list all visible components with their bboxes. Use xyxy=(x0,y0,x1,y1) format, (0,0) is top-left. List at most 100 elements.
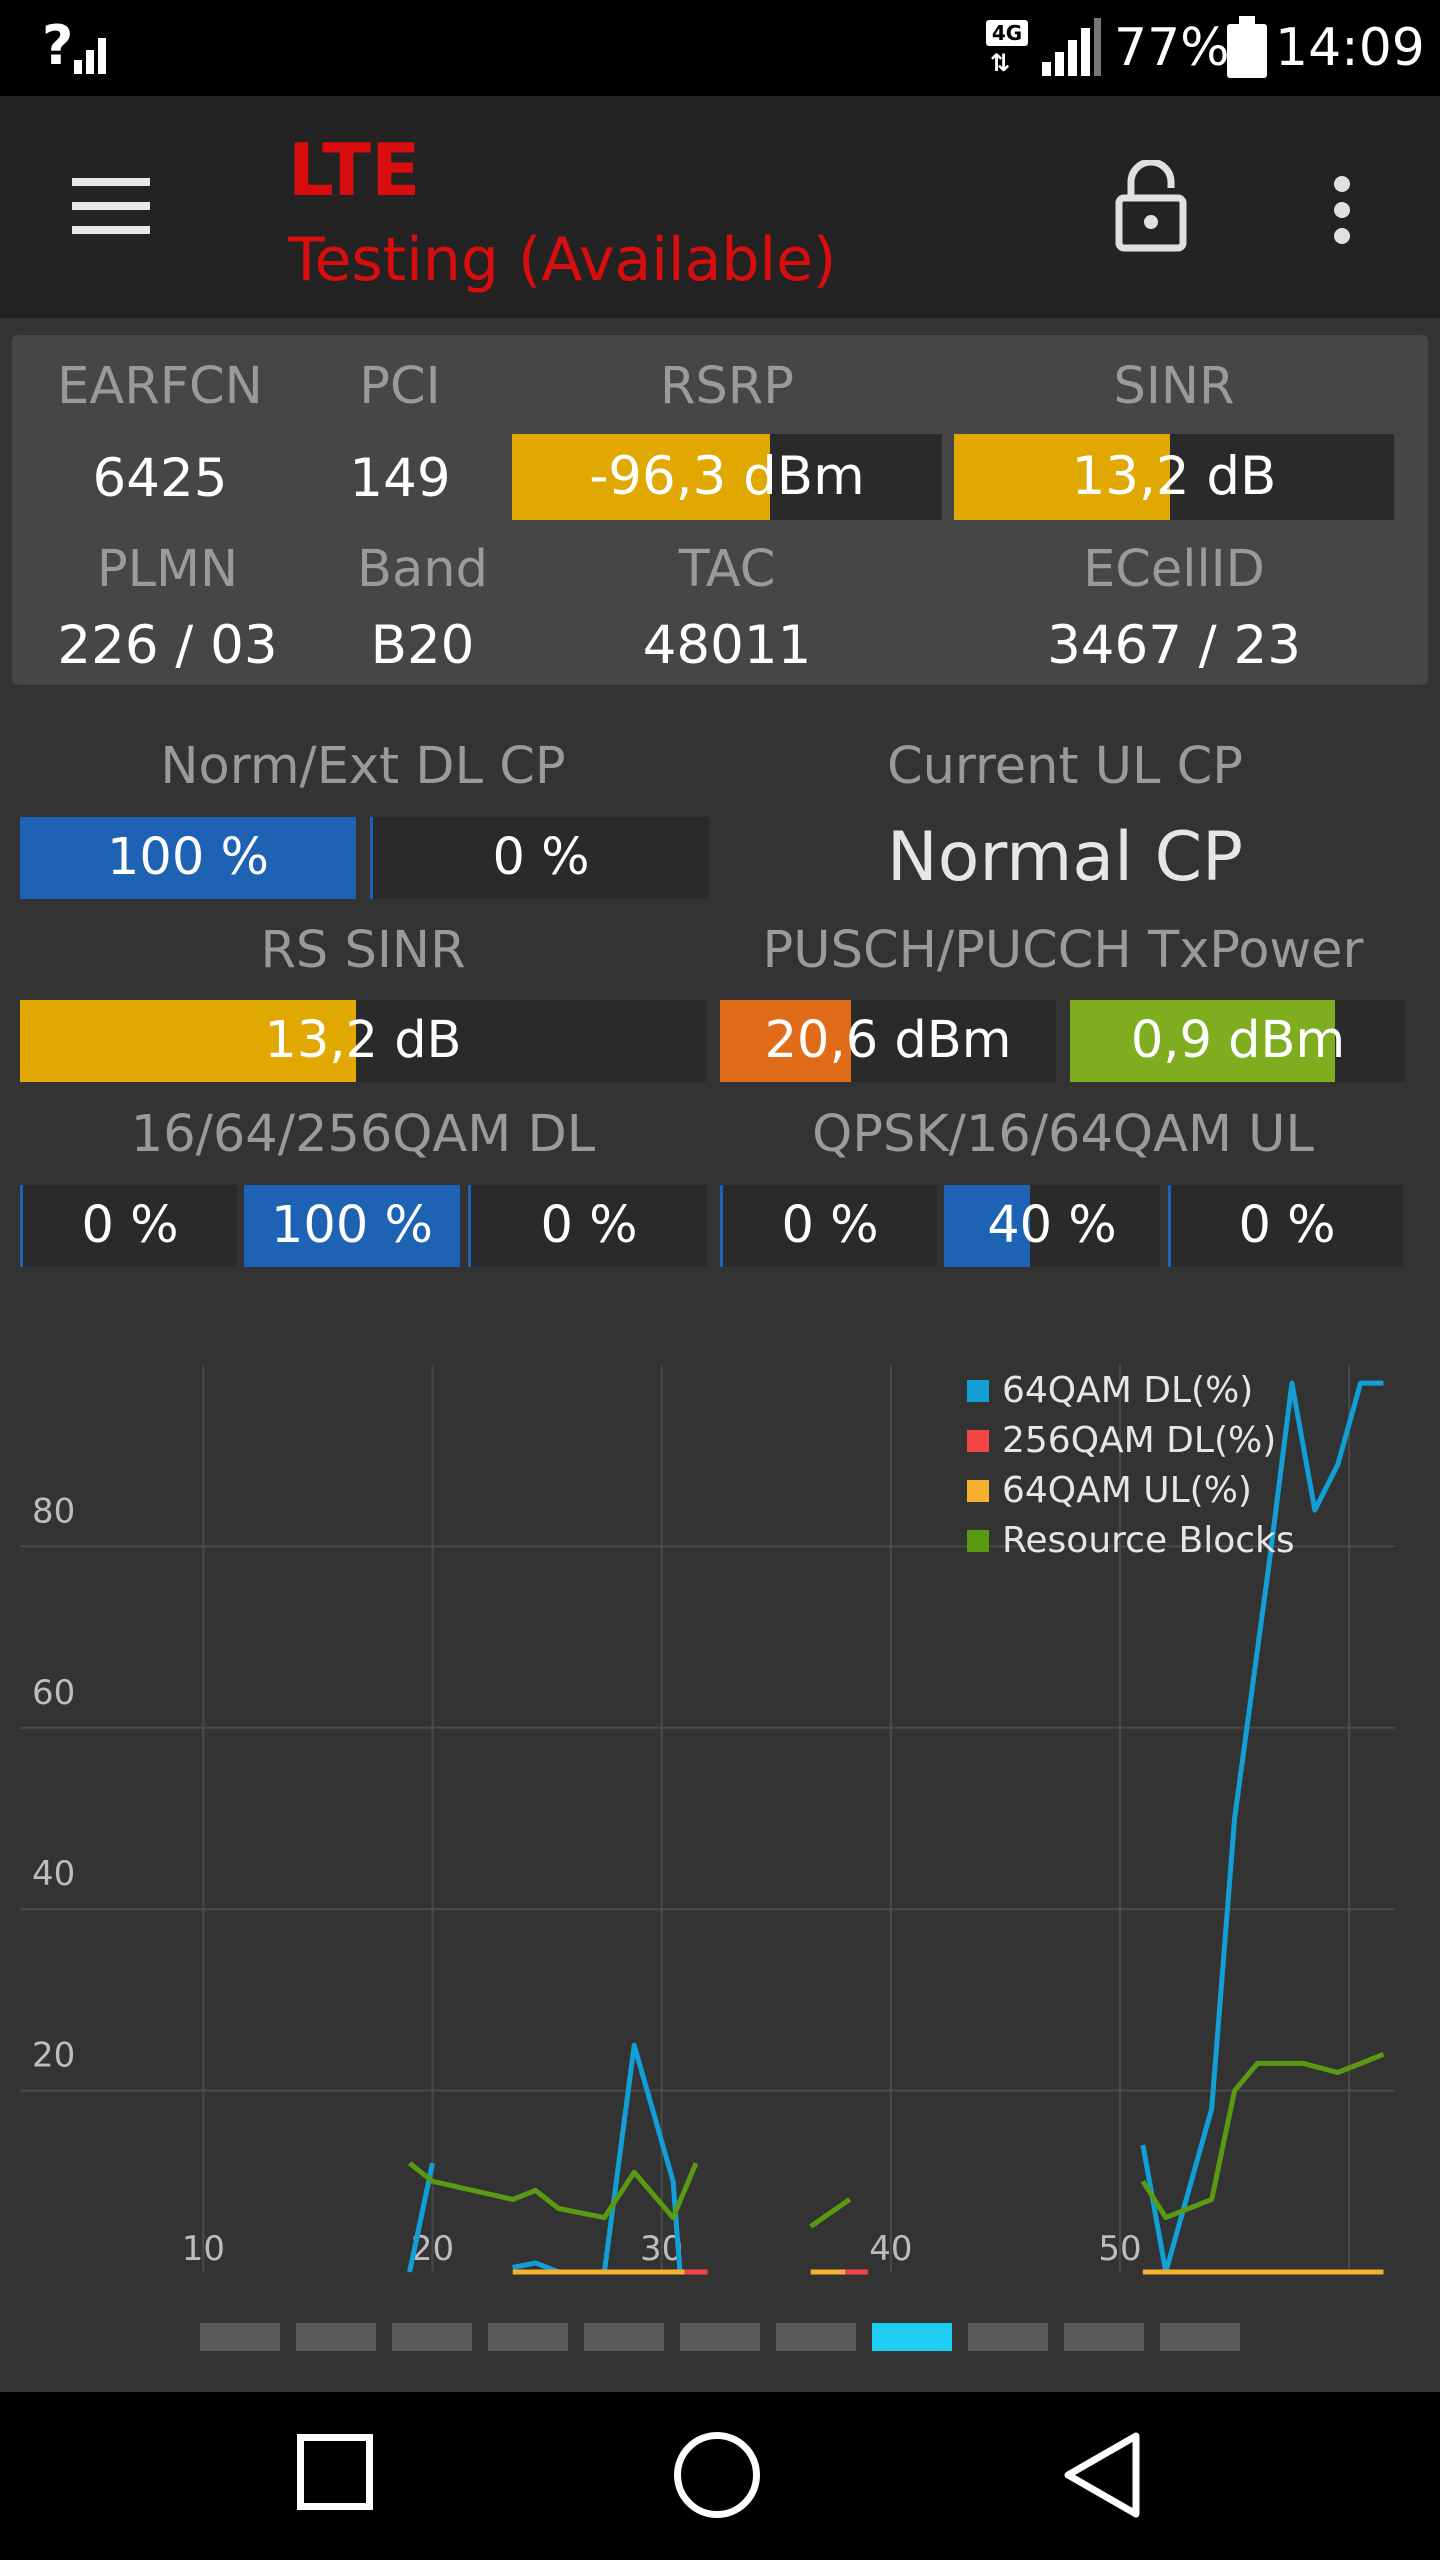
page-dot[interactable] xyxy=(776,2323,856,2351)
home-circle-icon[interactable] xyxy=(674,2432,760,2518)
qam-dl-256-bar: 0 % xyxy=(468,1185,707,1267)
tac-value: 48011 xyxy=(642,615,812,676)
rs-sinr-value: 13,2 dB xyxy=(264,1011,462,1070)
band-label: Band xyxy=(357,540,488,599)
app-bar xyxy=(0,96,1440,318)
dl-ext-cp-value: 0 % xyxy=(492,828,590,887)
ecellid-value: 3467 / 23 xyxy=(1047,615,1301,676)
status-bar: ? 4G ⇅ 77% 14:09 xyxy=(0,0,1440,96)
x-tick-label: 10 xyxy=(182,2229,225,2269)
ecellid-label: ECellID xyxy=(1083,540,1265,599)
recents-square-icon[interactable] xyxy=(297,2434,373,2510)
band-value: B20 xyxy=(370,615,475,676)
page-dot[interactable] xyxy=(1160,2323,1240,2351)
qam-ul-16-bar: 40 % xyxy=(944,1185,1160,1267)
qam-dl-256-value: 0 % xyxy=(540,1196,638,1255)
page-dot[interactable] xyxy=(968,2323,1048,2351)
x-tick-label: 40 xyxy=(869,2229,912,2269)
page-dot[interactable] xyxy=(200,2323,280,2351)
battery-percent: 77% xyxy=(1114,18,1230,78)
hamburger-menu-icon[interactable] xyxy=(72,178,150,234)
page-dot-active[interactable] xyxy=(872,2323,952,2351)
legend-swatch xyxy=(967,1480,989,1502)
pucch-txpower-bar: 0,9 dBm xyxy=(1070,1000,1406,1082)
series-line xyxy=(809,2197,852,2229)
page-dot[interactable] xyxy=(488,2323,568,2351)
x-tick-label: 50 xyxy=(1098,2229,1141,2269)
qam-ul-label: QPSK/16/64QAM UL xyxy=(812,1105,1314,1164)
qam-ul-16-value: 40 % xyxy=(987,1196,1117,1255)
y-tick-label: 20 xyxy=(32,2036,75,2076)
page-dot[interactable] xyxy=(680,2323,760,2351)
qam-dl-16-bar: 0 % xyxy=(20,1185,237,1267)
page-title: LTE xyxy=(288,128,421,212)
back-triangle-icon[interactable] xyxy=(1060,2430,1144,2520)
qam-ul-64-bar: 0 % xyxy=(1168,1185,1403,1267)
page-dot[interactable] xyxy=(392,2323,472,2351)
earfcn-label: EARFCN xyxy=(57,357,263,416)
qam-dl-label: 16/64/256QAM DL xyxy=(130,1105,596,1164)
y-tick-label: 40 xyxy=(32,1854,75,1894)
sinr-label: SINR xyxy=(1113,357,1235,416)
rs-sinr-bar: 13,2 dB xyxy=(20,1000,706,1082)
rsrp-bar: -96,3 dBm xyxy=(512,434,942,520)
dl-normal-cp-fill xyxy=(20,817,356,899)
pci-label: PCI xyxy=(359,357,441,416)
sinr-bar-fill xyxy=(954,434,1170,520)
qam-dl-64-bar: 100 % xyxy=(244,1185,460,1267)
rsrp-value: -96,3 dBm xyxy=(589,446,865,507)
more-vert-icon[interactable] xyxy=(1330,174,1356,246)
ul-cp-label: Current UL CP xyxy=(886,737,1244,796)
pusch-txpower-value: 20,6 dBm xyxy=(764,1011,1012,1070)
dl-normal-cp-bar: 100 % xyxy=(20,817,356,899)
pusch-txpower-fill xyxy=(720,1000,852,1082)
earfcn-value: 6425 xyxy=(92,448,228,509)
qam-dl-64-fill xyxy=(244,1185,460,1267)
legend-swatch xyxy=(967,1380,989,1402)
qam-dl-16-value: 0 % xyxy=(81,1196,179,1255)
dl-normal-cp-value: 100 % xyxy=(106,828,269,887)
qam-ul-64-value: 0 % xyxy=(1238,1196,1336,1255)
page-subtitle: Testing (Available) xyxy=(288,225,837,295)
y-tick-label: 60 xyxy=(32,1673,75,1713)
pucch-txpower-value: 0,9 dBm xyxy=(1130,1011,1346,1070)
qam-dl-64-value: 100 % xyxy=(270,1196,433,1255)
series-line xyxy=(1140,1380,1384,2275)
plmn-value: 226 / 03 xyxy=(57,615,278,676)
page-dot[interactable] xyxy=(1064,2323,1144,2351)
sinr-bar: 13,2 dB xyxy=(954,434,1394,520)
rs-sinr-label: RS SINR xyxy=(260,921,466,980)
cell-signal-icon xyxy=(1042,18,1101,76)
signal-unknown-icon: ? xyxy=(42,14,112,78)
legend-label: 64QAM DL(%) xyxy=(1002,1370,1253,1411)
qam-ul-qpsk-value: 0 % xyxy=(781,1196,879,1255)
rsrp-bar-fill xyxy=(512,434,770,520)
pucch-txpower-fill xyxy=(1070,1000,1336,1082)
tac-label: TAC xyxy=(678,540,776,599)
legend-label: Resource Blocks xyxy=(1002,1520,1295,1561)
dl-cp-label: Norm/Ext DL CP xyxy=(160,737,566,796)
network-type-icon: 4G ⇅ xyxy=(984,20,1032,78)
sinr-value: 13,2 dB xyxy=(1071,446,1277,507)
pusch-txpower-bar: 20,6 dBm xyxy=(720,1000,1056,1082)
legend-swatch xyxy=(967,1430,989,1452)
legend-label: 256QAM DL(%) xyxy=(1002,1420,1276,1461)
txpower-label: PUSCH/PUCCH TxPower xyxy=(762,921,1364,980)
plmn-label: PLMN xyxy=(96,540,239,599)
rs-sinr-fill xyxy=(20,1000,357,1082)
dl-ext-cp-bar: 0 % xyxy=(370,817,709,899)
battery-icon xyxy=(1227,16,1267,78)
clock: 14:09 xyxy=(1275,18,1425,78)
ul-cp-value: Normal CP xyxy=(886,818,1244,897)
y-tick-label: 80 xyxy=(32,1491,75,1531)
page-dot[interactable] xyxy=(584,2323,664,2351)
qam-ul-qpsk-bar: 0 % xyxy=(720,1185,937,1267)
legend-label: 64QAM UL(%) xyxy=(1002,1470,1252,1511)
legend-swatch xyxy=(967,1530,989,1552)
unlock-icon[interactable] xyxy=(1115,160,1187,252)
page-dot[interactable] xyxy=(296,2323,376,2351)
qam-ul-16-fill xyxy=(944,1185,1031,1267)
series-line xyxy=(408,2161,699,2221)
pci-value: 149 xyxy=(349,448,451,509)
